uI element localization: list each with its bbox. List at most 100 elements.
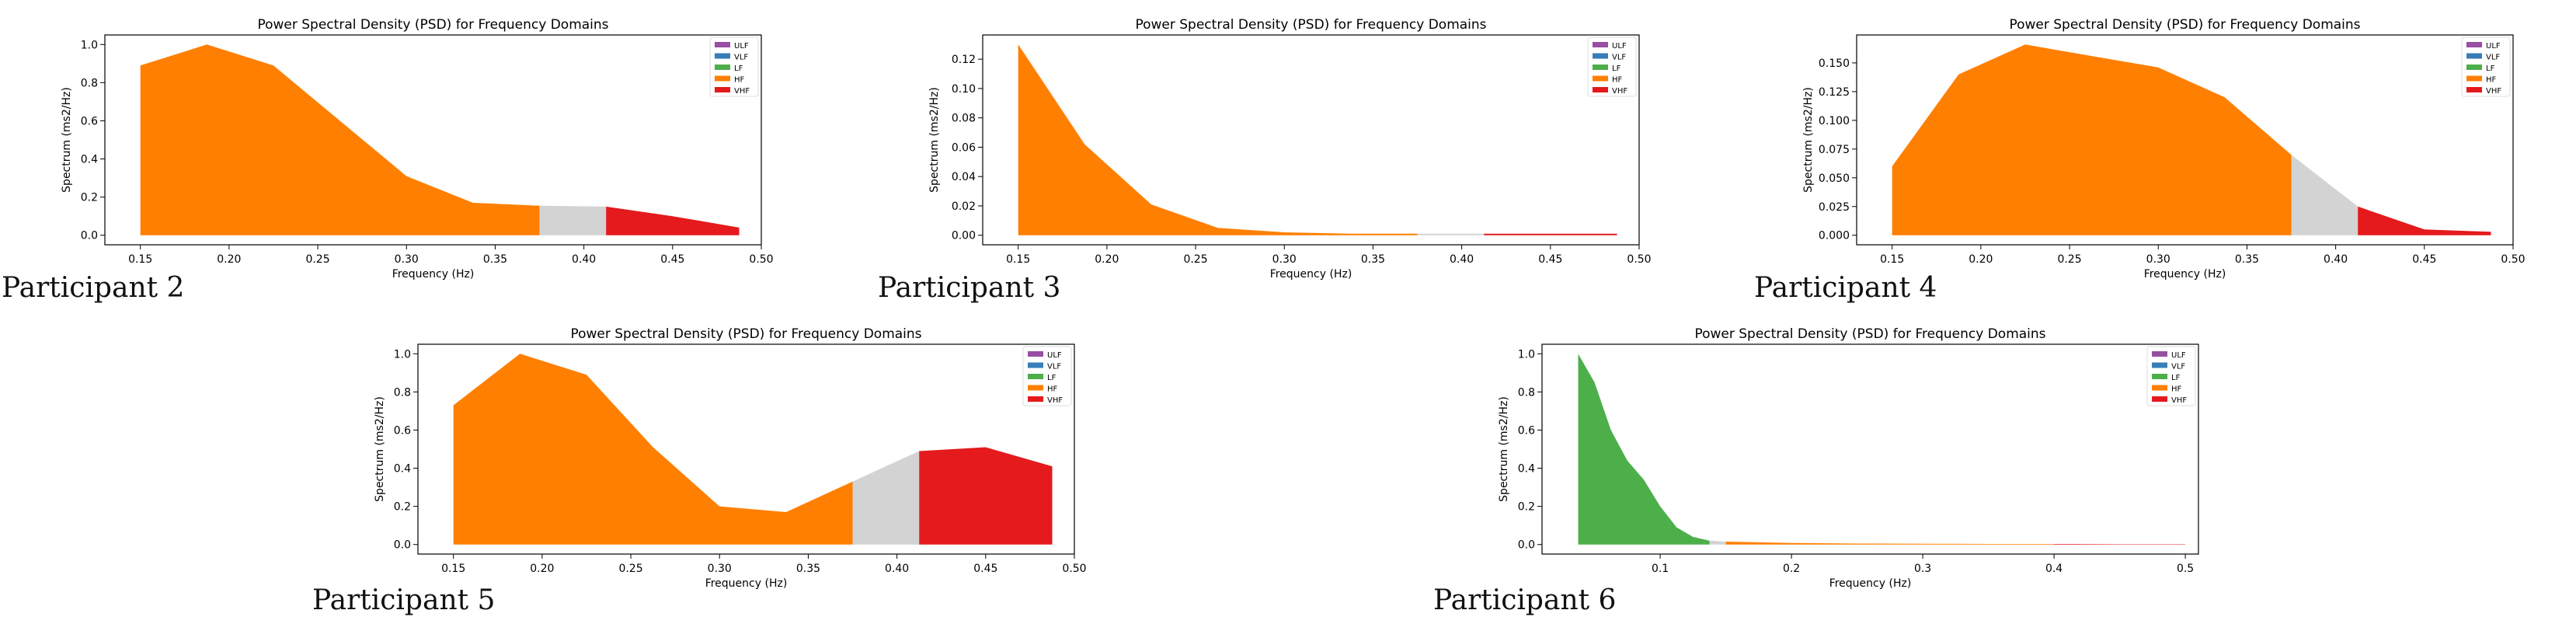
area-hf xyxy=(1892,44,2292,235)
legend-swatch-vhf xyxy=(1028,396,1043,402)
legend-swatch-ulf xyxy=(1593,42,1608,47)
area-vhf xyxy=(1484,233,1617,235)
x-tick-label: 0.20 xyxy=(1095,253,1119,266)
area-lf xyxy=(1578,354,1710,545)
x-tick-label: 0.15 xyxy=(128,253,152,266)
x-tick-label: 0.35 xyxy=(2235,253,2259,266)
legend-swatch-vhf xyxy=(1593,87,1608,92)
chart-2: 0.15 0.20 0.25 0.30 0.35 0.40 0.45 0.50 0.00 0.02… xyxy=(928,17,1652,281)
plot-frame xyxy=(104,34,762,246)
area-hf xyxy=(140,44,540,235)
legend-label: HF xyxy=(1612,76,1623,85)
legend-label: HF xyxy=(2171,385,2182,394)
legend-swatch-ulf xyxy=(1028,351,1043,357)
legend-swatch-vlf xyxy=(2466,53,2482,59)
x-tick-label: 0.40 xyxy=(572,253,596,266)
y-tick-label: 0.0 xyxy=(81,230,98,242)
x-tick-label: 0.3 xyxy=(1914,563,1931,575)
legend-swatch-ulf xyxy=(2152,351,2167,357)
legend-label: VLF xyxy=(1047,363,1061,371)
x-tick-label: 0.15 xyxy=(1880,253,1904,266)
area-vhf xyxy=(919,447,1053,545)
y-tick-label: 0.150 xyxy=(1819,58,1850,70)
chart-1: 0.15 0.20 0.25 0.30 0.35 0.40 0.45 0.50 0.0 0.2 0.… xyxy=(61,17,774,281)
legend-swatch-vhf xyxy=(2152,396,2167,402)
y-tick-label: 0.6 xyxy=(394,424,411,437)
plot-frame xyxy=(982,34,1640,246)
y-tick-label: 0.050 xyxy=(1819,173,1850,185)
area-hf xyxy=(453,354,853,545)
legend-label: VLF xyxy=(2486,54,2500,62)
participant-6-label: Participant 6 xyxy=(1433,584,1617,616)
x-tick-label: 0.25 xyxy=(1183,253,1207,266)
legend-label: LF xyxy=(1047,374,1057,382)
legend-box xyxy=(2461,37,2511,97)
y-tick-label: 0.025 xyxy=(1819,201,1850,214)
x-tick-label: 0.50 xyxy=(1627,253,1651,266)
x-tick-label: 0.30 xyxy=(708,563,732,575)
legend-label: LF xyxy=(2486,64,2495,73)
x-tick-label: 0.50 xyxy=(1062,563,1086,575)
chart-4: 0.15 0.20 0.25 0.30 0.35 0.40 0.45 0.50 0.0 0.2 0.… xyxy=(374,326,1087,590)
legend-box xyxy=(1022,346,1072,406)
x-tick-label: 0.40 xyxy=(1450,253,1474,266)
y-tick-label: 0.06 xyxy=(952,141,976,154)
area-vhf xyxy=(2054,544,2186,545)
x-tick-label: 0.45 xyxy=(2412,253,2436,266)
x-tick-label: 0.1 xyxy=(1652,563,1669,575)
y-tick-label: 0.04 xyxy=(952,171,976,183)
legend-label: ULF xyxy=(734,42,749,51)
legend-label: VLF xyxy=(2171,363,2185,371)
legend-label: HF xyxy=(2486,76,2497,85)
y-axis-label: Spectrum (ms2/Hz) xyxy=(374,396,386,502)
y-tick-label: 1.0 xyxy=(1518,348,1535,361)
legend-swatch-lf xyxy=(2466,64,2482,70)
legend-label: LF xyxy=(2171,374,2181,382)
legend-box xyxy=(2146,346,2196,406)
chart-title: Power Spectral Density (PSD) for Frequen… xyxy=(570,326,921,342)
y-tick-label: 0.8 xyxy=(394,386,411,399)
legend-swatch-hf xyxy=(1593,75,1608,82)
y-tick-label: 0.4 xyxy=(1518,463,1535,476)
x-tick-label: 0.45 xyxy=(660,253,684,266)
x-tick-label: 0.25 xyxy=(618,563,642,575)
x-tick-label: 0.20 xyxy=(530,563,554,575)
legend-label: LF xyxy=(734,64,743,73)
y-tick-label: 0.2 xyxy=(394,501,411,514)
legend-swatch-vlf xyxy=(1028,362,1043,368)
legend-label: VHF xyxy=(1047,396,1063,405)
x-axis-label: Frequency (Hz) xyxy=(2144,268,2226,281)
x-tick-label: 0.20 xyxy=(217,253,241,266)
legend-swatch-vhf xyxy=(2466,87,2482,92)
y-tick-label: 0.2 xyxy=(1518,501,1535,514)
x-tick-label: 0.35 xyxy=(796,563,820,575)
x-tick-label: 0.45 xyxy=(973,563,997,575)
legend-swatch-lf xyxy=(715,64,730,70)
y-tick-label: 0.8 xyxy=(81,77,98,89)
legend-swatch-vlf xyxy=(715,53,730,59)
legend-swatch-vlf xyxy=(1593,53,1608,59)
x-tick-label: 0.5 xyxy=(2177,563,2194,575)
area-hf xyxy=(1725,542,2055,545)
y-tick-label: 0.125 xyxy=(1819,86,1850,99)
legend-box xyxy=(1587,37,1637,97)
x-tick-label: 0.15 xyxy=(441,563,465,575)
legend-label: ULF xyxy=(1047,351,1062,360)
legend-swatch-hf xyxy=(715,75,730,82)
legend-swatch-hf xyxy=(2466,75,2482,82)
y-axis-label: Spectrum (ms2/Hz) xyxy=(928,87,941,193)
legend-label: VLF xyxy=(1612,54,1626,62)
y-tick-label: 0.075 xyxy=(1819,144,1850,156)
y-tick-label: 0.02 xyxy=(952,200,976,213)
y-tick-label: 0.10 xyxy=(952,83,976,96)
y-tick-label: 0.0 xyxy=(1518,539,1535,552)
area-gap xyxy=(1709,540,1726,545)
chart-title: Power Spectral Density (PSD) for Frequen… xyxy=(257,17,608,33)
legend-label: HF xyxy=(1047,385,1058,394)
y-tick-label: 0.100 xyxy=(1819,115,1850,127)
legend-swatch-lf xyxy=(1028,374,1043,379)
x-tick-label: 0.50 xyxy=(749,253,773,266)
x-tick-label: 0.25 xyxy=(2057,253,2081,266)
legend-label: VHF xyxy=(2486,87,2501,96)
x-tick-label: 0.30 xyxy=(395,253,419,266)
